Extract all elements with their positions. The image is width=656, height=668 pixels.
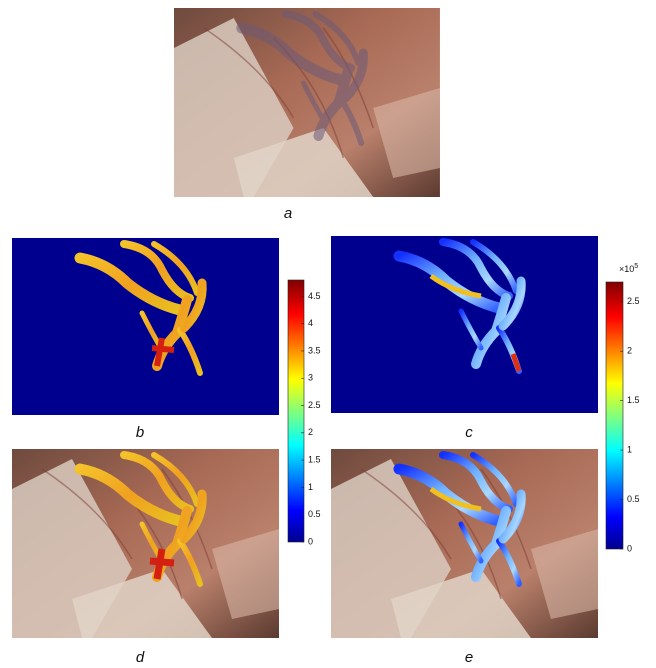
- colorbar-tick-label: 3.5: [308, 345, 321, 355]
- figure: a b c d e ×105 0 0.5 1 1.5 2 2.5 3 3.5 4 4.5 0 0.5 1…: [0, 0, 656, 668]
- panel-a-image: [174, 8, 440, 197]
- colorbar-tick-label: 4: [308, 318, 313, 328]
- colorbar-tick-label: 0.5: [308, 509, 321, 519]
- page: a b c d e ×105 0 0.5 1 1.5 2 2.5 3 3.5 4 4.5 0 0.5 1…: [0, 0, 656, 668]
- panel-label: e: [465, 649, 473, 666]
- panel-e-image: [331, 449, 598, 638]
- panel-label: d: [136, 649, 145, 666]
- multiplier: ×10: [619, 264, 634, 274]
- exponent: 5: [634, 263, 638, 270]
- panel-label: c: [465, 424, 473, 441]
- colorbar-tick-label: 1: [627, 444, 632, 454]
- colorbar: [288, 280, 304, 542]
- colorbar-tick-label: 1: [308, 482, 313, 492]
- panel-label: a: [284, 205, 292, 222]
- panel-label: b: [136, 424, 144, 441]
- panel-b-image: [12, 238, 279, 415]
- colorbar-tick-label: 2: [627, 346, 632, 356]
- colorbar-tick-label: 0: [627, 543, 632, 553]
- colorbar-tick-label: 1.5: [627, 395, 640, 405]
- colorbar-tick-label: 2: [308, 427, 313, 437]
- colorbar-tick-label: 4.5: [308, 291, 321, 301]
- colorbar-tick-label: 0: [308, 536, 313, 546]
- panel-c-image: [331, 236, 598, 413]
- colorbar-tick-label: 1.5: [308, 455, 321, 465]
- colorbar-tick-label: 0.5: [627, 494, 640, 504]
- panel-d-image: [12, 449, 279, 638]
- colorbar-tick-label: 2.5: [308, 400, 321, 410]
- colorbar-tick-label: 2.5: [627, 296, 640, 306]
- colorbar-tick-label: 3: [308, 373, 313, 383]
- colorbar: [606, 282, 623, 549]
- colorbar-multiplier: ×105: [619, 263, 638, 275]
